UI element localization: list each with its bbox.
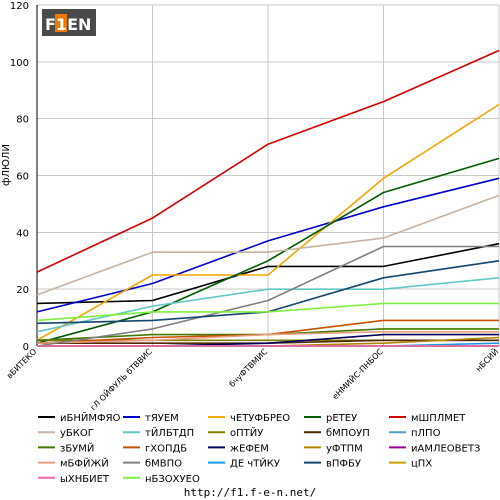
x-tick-labels: вБИТЕКО гЛ ОЙФУЛЬ бТВВИС бчуФТВМИС еНМИЙС-П… (5, 345, 500, 412)
x-tick-label-3: еНМИЙС-ПНБОС (329, 345, 385, 401)
legend-label-21: нБЗОХУЕО (145, 474, 200, 485)
series-line-16 (36, 245, 499, 347)
x-tick-label-2: бчуФТВМИС (228, 347, 270, 389)
series-line-5 (36, 194, 500, 296)
legend-label-12: жЕФЕМ (230, 443, 269, 454)
series-line-21 (36, 302, 499, 322)
legend-label-2: чЕТУФБРЕО (230, 413, 290, 424)
logo-accent (55, 14, 67, 32)
legend-label-7: оПТЙУ (230, 426, 263, 439)
y-tick-label-5: 100 (10, 58, 29, 69)
series-line-3 (36, 157, 500, 344)
legend-label-18: вПФБУ (326, 459, 361, 470)
legend-label-6: тЙЛБТДП (145, 426, 194, 439)
y-tick-label-0: 0 (23, 342, 29, 353)
x-tick-label-1: гЛ ОЙФУЛЬ бТВВИС (87, 345, 154, 412)
series-lines (36, 49, 500, 347)
y-tick-label-2: 40 (16, 228, 29, 239)
series-line-15 (36, 330, 499, 344)
legend-label-5: уБКОГ (60, 428, 94, 439)
legend-label-15: мБФЙЖЙ (60, 457, 109, 470)
y-axis-title: фЛЮЛИ (1, 144, 12, 186)
footer-url: http://f1.f-e-n.net/ (184, 486, 316, 499)
y-tick-labels: 0 20 40 60 80 100 120 (10, 1, 29, 353)
legend-label-4: мШПЛМЕТ (411, 413, 466, 424)
y-tick-label-4: 80 (16, 115, 29, 126)
y-tick-label-6: 120 (10, 1, 29, 12)
series-line-0 (36, 242, 500, 305)
legend-label-9: пЛПО (411, 428, 441, 439)
legend: иБНЙМФЯО тЯУЕМ чЕТУФБРЕО рЕТЕУ мШПЛМЕТ уБКОГ т… (38, 411, 480, 485)
legend-label-16: бМВПО (145, 459, 182, 470)
y-tick-label-1: 20 (16, 285, 29, 296)
legend-label-17: ДЕ чТЙКУ (230, 457, 280, 470)
series-line-2 (36, 103, 500, 341)
f1en-logo: F1EN (42, 9, 96, 36)
legend-label-11: гХОПДБ (145, 443, 187, 454)
y-tick-label-3: 60 (16, 172, 29, 183)
logo-text: F1EN (45, 15, 91, 34)
legend-label-19: цПХ (411, 459, 432, 470)
legend-label-0: иБНЙМФЯО (60, 411, 121, 424)
legend-label-3: рЕТЕУ (326, 413, 357, 424)
logo-background (42, 9, 96, 36)
legend-label-20: ыХНБИЕТ (60, 474, 110, 485)
legend-label-14: иАМЛЕОВЕТЗ (411, 443, 480, 454)
legend-label-1: тЯУЕМ (145, 413, 179, 424)
x-tick-label-4: нБСИЙ (473, 346, 500, 374)
legend-label-13: уФТПМ (326, 443, 363, 454)
legend-label-8: бМПОУП (326, 428, 370, 439)
series-line-4 (36, 49, 500, 273)
series-line-1 (36, 177, 500, 313)
legend-label-10: зБУМЙ (60, 441, 94, 454)
